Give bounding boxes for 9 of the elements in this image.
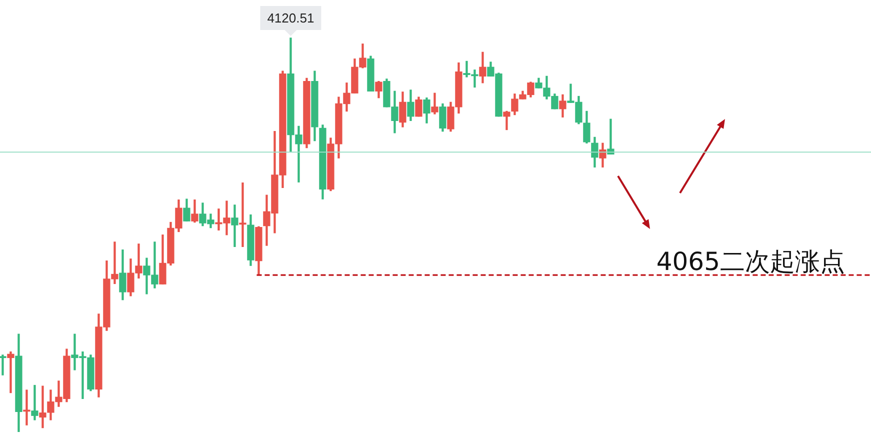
candlestick bbox=[239, 182, 246, 248]
candlestick bbox=[231, 204, 238, 248]
candlestick bbox=[0, 354, 6, 376]
annotation: 4120.51 bbox=[267, 10, 314, 26]
candlestick bbox=[7, 351, 14, 394]
candlestick bbox=[31, 384, 38, 420]
ref-line-label: 4065二次起涨点 bbox=[656, 247, 845, 276]
candlestick bbox=[607, 118, 614, 154]
candlestick bbox=[23, 390, 30, 426]
